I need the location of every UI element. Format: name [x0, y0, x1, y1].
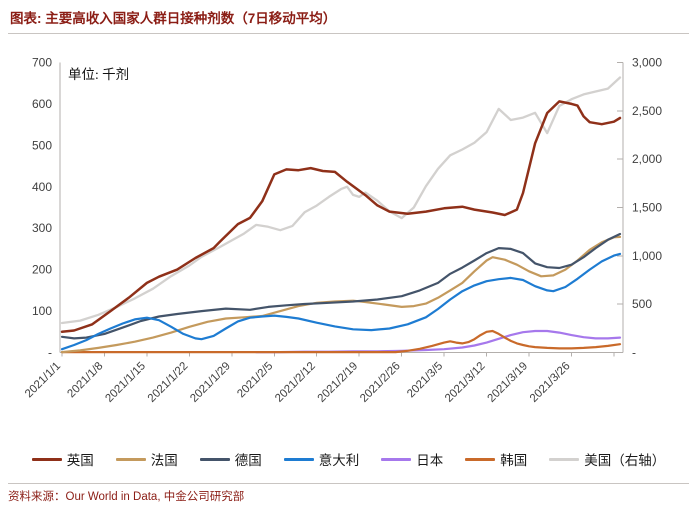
legend-label-japan: 日本	[416, 453, 444, 468]
left-axis-tick-label: 500	[32, 138, 52, 152]
line-italy	[60, 252, 622, 351]
right-axis-tick-label: 2,500	[632, 104, 662, 118]
left-axis-tick-label: 400	[32, 180, 52, 194]
x-axis-tick-label: 2021/3/26	[528, 360, 573, 405]
left-axis-tick-label: 100	[32, 304, 52, 318]
legend-swatch-germany	[199, 457, 230, 461]
footer-divider	[8, 483, 689, 484]
title-divider	[8, 33, 689, 34]
line-us	[60, 76, 622, 325]
left-axis-tick-label: 300	[32, 221, 52, 235]
right-axis-tick-label: -	[632, 346, 636, 360]
x-axis-tick-label: 2021/3/19	[485, 360, 530, 405]
legend-label-korea: 韩国	[500, 453, 528, 468]
x-axis-tick-label: 2021/1/29	[188, 360, 233, 405]
legend-swatch-us	[549, 457, 580, 461]
legend-item-germany: 德国	[199, 449, 262, 469]
x-axis-tick-label: 2021/3/5	[405, 360, 445, 400]
source-note: 资料来源：Our World in Data, 中金公司研究部	[8, 491, 245, 503]
legend-swatch-france	[115, 457, 146, 461]
legend-label-uk: 英国	[66, 453, 94, 468]
legend-swatch-italy	[283, 457, 314, 461]
x-axis-tick-label: 2021/2/19	[316, 360, 361, 405]
right-axis-tick-label: 2,000	[632, 152, 662, 166]
x-axis-tick-label: 2021/1/15	[103, 360, 148, 405]
legend-item-italy: 意大利	[283, 449, 360, 469]
line-uk	[60, 100, 622, 334]
x-axis-tick-label: 2021/2/26	[358, 360, 403, 405]
legend-label-us: 美国（右轴）	[584, 453, 666, 468]
vaccination-line-chart: 700 600 500 400 300 200 100 - 3,000 2,500 2,000 1,5…	[23, 56, 662, 405]
line-korea	[60, 329, 622, 354]
series-lines	[60, 76, 622, 354]
legend-item-uk: 英国	[31, 449, 94, 469]
right-axis-tick-label: 3,000	[632, 56, 662, 70]
left-axis-tick-label: 600	[32, 97, 52, 111]
legend-item-japan: 日本	[381, 449, 443, 469]
x-axis-tick-label: 2021/1/22	[146, 360, 191, 405]
right-axis-tick-label: 1,500	[632, 201, 662, 215]
legend-swatch-korea	[465, 457, 496, 461]
x-axis-tick-label: 2021/3/12	[443, 360, 488, 405]
legend-swatch-uk	[31, 457, 62, 461]
legend-swatch-japan	[381, 457, 412, 461]
unit-label: 单位: 千剂	[68, 67, 129, 82]
right-axis-tick-label: 1,000	[632, 249, 662, 263]
legend-label-germany: 德国	[234, 453, 262, 468]
legend-item-us: 美国（右轴）	[549, 449, 665, 469]
x-axis-tick-label: 2021/1/1	[23, 360, 63, 400]
legend-item-korea: 韩国	[465, 449, 527, 469]
legend-label-france: 法国	[150, 453, 178, 468]
left-axis-tick-label: 200	[32, 263, 52, 277]
legend-item-france: 法国	[115, 449, 178, 469]
line-france	[60, 235, 622, 354]
x-axis-tick-label: 2021/1/8	[65, 360, 105, 400]
chart-title: 图表: 主要高收入国家人群日接种剂数（7日移动平均）	[10, 11, 337, 26]
x-axis-tick-label: 2021/2/12	[273, 360, 318, 405]
legend: 英国 法国 德国 意大利 日本 韩国 美国（右轴）	[0, 449, 697, 469]
x-axis-tick-label: 2021/2/5	[235, 360, 275, 400]
legend-label-italy: 意大利	[318, 453, 360, 468]
left-axis-tick-label: 700	[32, 56, 52, 70]
right-axis-tick-label: 500	[632, 297, 652, 311]
left-axis-tick-label: -	[48, 346, 52, 360]
chart-area: 700 600 500 400 300 200 100 - 3,000 2,500 2,000 1,5…	[0, 40, 697, 440]
